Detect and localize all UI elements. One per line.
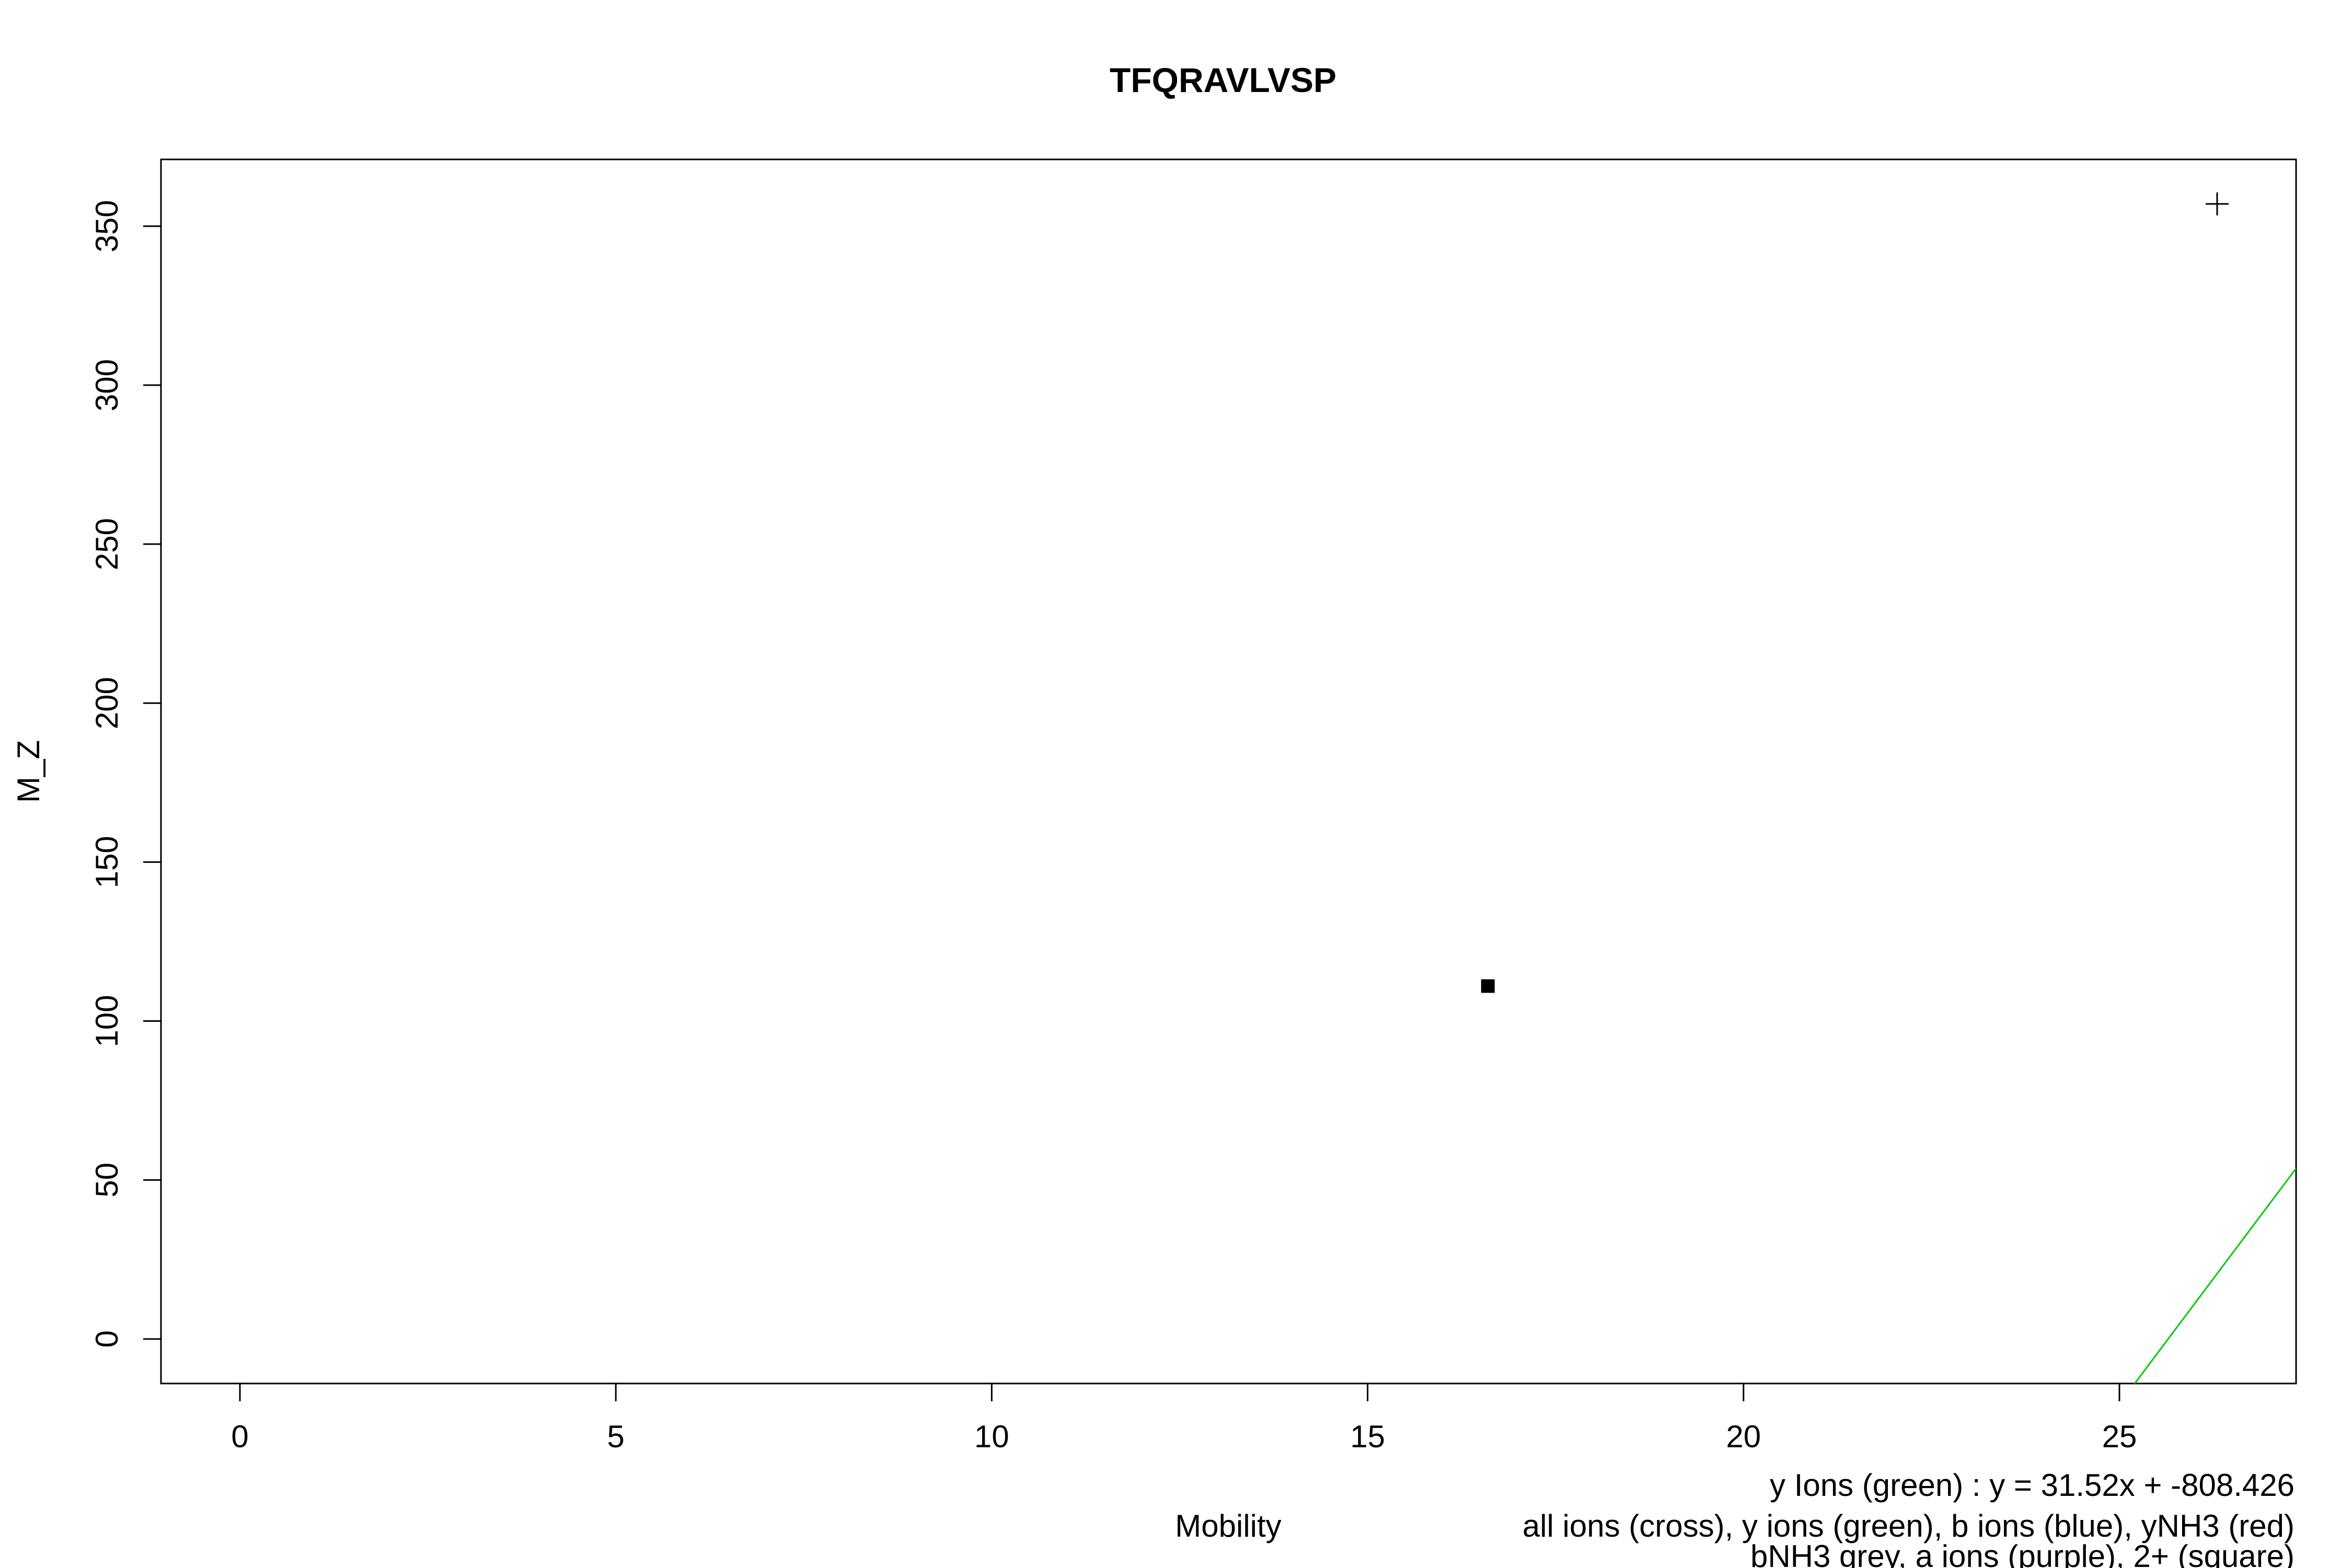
y-tick-label: 50	[89, 1162, 124, 1197]
x-tick-label: 5	[607, 1419, 625, 1454]
y-tick-label: 300	[89, 359, 124, 411]
x-tick-label: 10	[974, 1419, 1009, 1454]
y-tick-label: 350	[89, 200, 124, 252]
y-tick-label: 250	[89, 518, 124, 570]
square-point	[1481, 979, 1495, 993]
x-axis: 0 5 10 15 20 25	[231, 1382, 2137, 1454]
x-tick-label: 25	[2102, 1419, 2137, 1454]
legend-line-1: all ions (cross), y ions (green), b ions…	[1523, 1508, 2295, 1543]
x-tick-label: 0	[231, 1419, 248, 1454]
x-tick-label: 15	[1350, 1419, 1385, 1454]
y-tick-label: 100	[89, 995, 124, 1047]
x-axis-label: Mobility	[1175, 1508, 1281, 1543]
y-axis: 0 50 100 150 200 250 300 350	[89, 200, 162, 1348]
y-tick-label: 0	[89, 1330, 124, 1347]
legend-line-2: bNH3 grey, a ions (purple), 2+ (square)	[1750, 1539, 2295, 1568]
chart-title: TFQRAVLVSP	[1110, 61, 1336, 99]
fit-equation-annotation: y Ions (green) : y = 31.52x + -808.426	[1770, 1468, 2295, 1503]
cross-point	[2205, 192, 2229, 216]
y-tick-label: 150	[89, 836, 124, 888]
x-tick-label: 20	[1726, 1419, 1761, 1454]
y-tick-label: 200	[89, 677, 124, 729]
plot-area-frame	[160, 158, 2297, 1385]
data-points	[1481, 192, 2229, 993]
y-axis-label: M_Z	[11, 740, 46, 803]
